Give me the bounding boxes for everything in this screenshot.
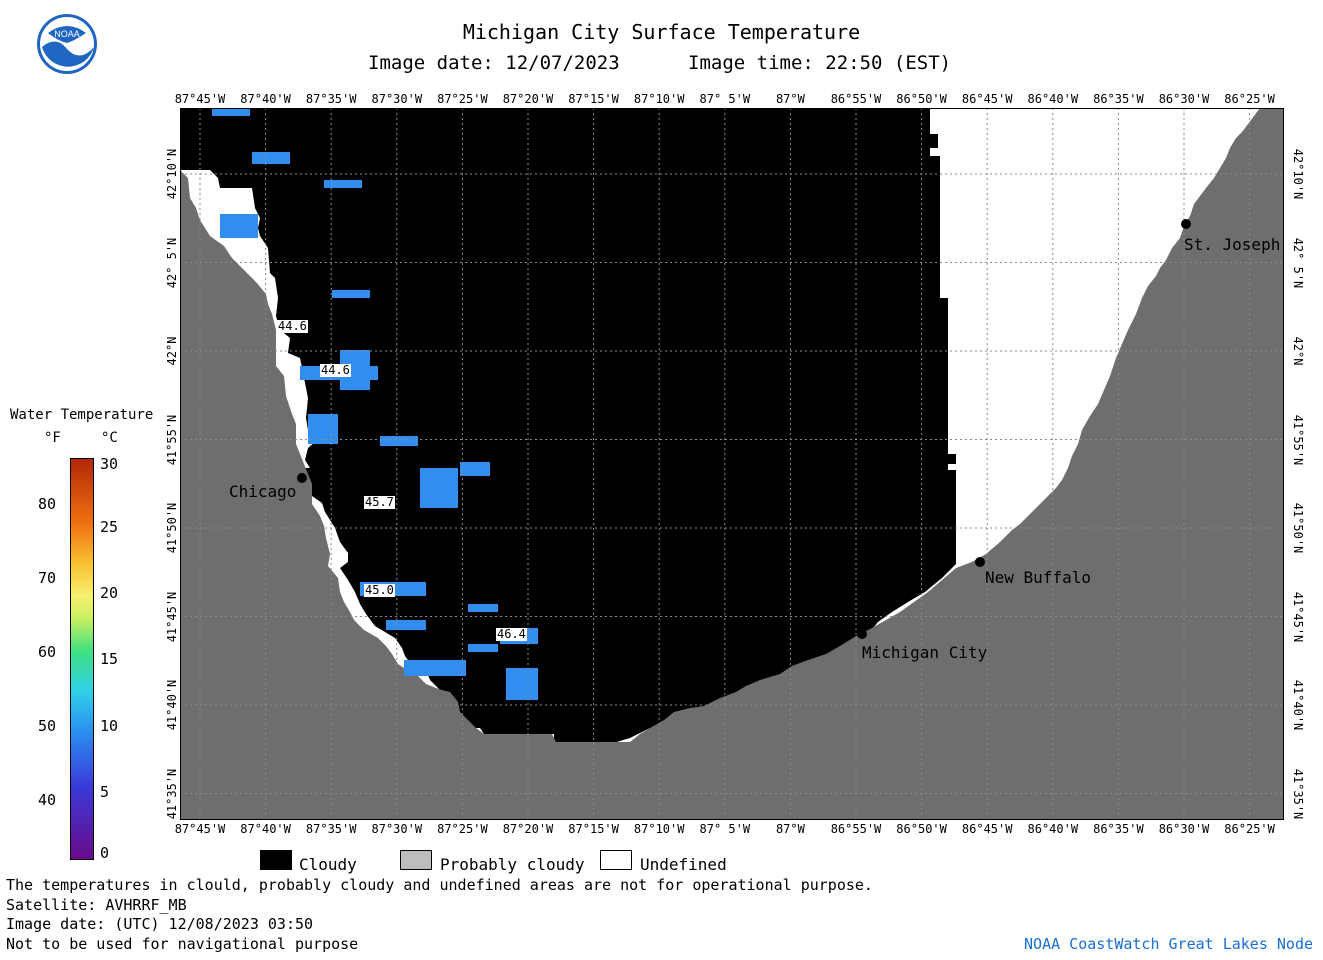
legend-cloudy-label: Cloudy bbox=[299, 855, 357, 874]
lon-label: 87°45'W bbox=[174, 92, 226, 106]
lat-label: 41°35'N bbox=[165, 768, 179, 819]
lon-label: 87°15'W bbox=[568, 822, 619, 836]
colorbar-f-tick: 80 bbox=[38, 495, 57, 513]
lon-label: 86°40'W bbox=[1027, 822, 1079, 836]
footer-note: The temperatures in clould, probably clo… bbox=[6, 876, 873, 894]
lon-label: 86°35'W bbox=[1093, 92, 1144, 106]
colorbar-c-tick: 20 bbox=[100, 584, 119, 602]
lon-label: 87°25'W bbox=[437, 822, 488, 836]
lon-label: 87° 5'W bbox=[699, 92, 751, 106]
noaa-logo-text: NOAA bbox=[54, 29, 80, 39]
michigan-city-marker bbox=[857, 629, 867, 639]
colorbar-c-tick: 25 bbox=[100, 518, 119, 536]
legend-probably-cloudy-swatch bbox=[400, 850, 432, 870]
colorbar-f-tick: 50 bbox=[38, 717, 57, 735]
lat-label: 41°50'N bbox=[165, 502, 179, 554]
place-label-chicago: Chicago bbox=[229, 482, 297, 501]
lon-label: 86°30'W bbox=[1158, 92, 1210, 106]
lat-label: 41°40'N bbox=[1291, 679, 1305, 731]
lon-label: 87°10'W bbox=[633, 92, 685, 106]
grid-lines bbox=[180, 108, 1284, 820]
image-time: Image time: 22:50 (EST) bbox=[688, 52, 952, 74]
lon-label: 87°45'W bbox=[174, 822, 226, 836]
legend-undefined-label: Undefined bbox=[640, 855, 727, 874]
colorbar-c-tick: 30 bbox=[100, 455, 119, 473]
colorbar bbox=[70, 458, 94, 860]
temp-label: 46.4 bbox=[496, 627, 527, 641]
lon-label: 86°45'W bbox=[961, 822, 1013, 836]
colorbar-unit-f: °F bbox=[44, 430, 61, 446]
lat-label: 41°55'N bbox=[1291, 414, 1305, 465]
lon-label: 86°50'W bbox=[896, 92, 947, 106]
lat-label: 42°10'N bbox=[1291, 148, 1305, 200]
colorbar-unit-c: °C bbox=[101, 430, 118, 446]
land-area bbox=[180, 108, 1284, 820]
lat-label: 41°55'N bbox=[165, 414, 179, 465]
colorbar-c-tick: 10 bbox=[100, 717, 119, 735]
lon-label: 87°40'W bbox=[240, 822, 291, 836]
new-buffalo-marker bbox=[975, 557, 985, 567]
lon-label: 87°15'W bbox=[568, 92, 619, 106]
lat-label: 41°35'N bbox=[1291, 768, 1305, 819]
lon-label: 87°30'W bbox=[371, 92, 423, 106]
lat-label: 41°40'N bbox=[165, 679, 179, 731]
chicago-marker bbox=[297, 473, 307, 483]
legend-undefined-swatch bbox=[600, 850, 632, 870]
lat-label: 42° 5'N bbox=[165, 237, 179, 288]
lon-label: 87°10'W bbox=[633, 822, 685, 836]
colorbar-c-tick: 15 bbox=[100, 650, 119, 668]
lat-label: 42°N bbox=[1291, 336, 1305, 366]
temp-label: 45.7 bbox=[364, 495, 395, 509]
lon-label: 87°20'W bbox=[502, 92, 554, 106]
lat-label: 41°50'N bbox=[1291, 502, 1305, 554]
lat-label: 42° 5'N bbox=[1291, 237, 1305, 288]
lon-label: 86°25'W bbox=[1224, 92, 1275, 106]
lon-label: 87° 5'W bbox=[699, 822, 751, 836]
footer-utc-date: Image date: (UTC) 12/08/2023 03:50 bbox=[6, 915, 314, 933]
place-label-st-joseph: St. Joseph bbox=[1184, 235, 1281, 254]
place-label-michigan-city: Michigan City bbox=[862, 643, 988, 662]
page-title: Michigan City Surface Temperature bbox=[462, 20, 861, 44]
image-date: Image date: 12/07/2023 bbox=[368, 52, 620, 74]
legend-cloudy-swatch bbox=[260, 850, 292, 870]
map bbox=[180, 108, 1284, 820]
lon-label: 87°25'W bbox=[437, 92, 488, 106]
lon-label: 86°55'W bbox=[830, 92, 882, 106]
footer-satellite: Satellite: AVHRRF_MB bbox=[6, 896, 187, 914]
lon-label: 86°45'W bbox=[961, 92, 1013, 106]
lon-label: 87°20'W bbox=[502, 822, 554, 836]
lon-label: 86°55'W bbox=[830, 822, 882, 836]
legend-probably-cloudy-label: Probably cloudy bbox=[440, 855, 585, 874]
lon-label: 87°W bbox=[775, 822, 805, 836]
noaa-logo: NOAA bbox=[36, 13, 98, 75]
lon-label: 86°50'W bbox=[896, 822, 947, 836]
lat-label: 42°10'N bbox=[165, 148, 179, 200]
lon-label: 87°35'W bbox=[305, 92, 357, 106]
colorbar-f-tick: 70 bbox=[38, 569, 57, 587]
colorbar-title: Water Temperature bbox=[10, 407, 154, 423]
colorbar-c-tick: 5 bbox=[100, 783, 110, 801]
footer-credit[interactable]: NOAA CoastWatch Great Lakes Node bbox=[1024, 935, 1313, 953]
colorbar-f-tick: 60 bbox=[38, 643, 57, 661]
colorbar-f-tick: 40 bbox=[38, 791, 57, 809]
lon-label: 87°30'W bbox=[371, 822, 423, 836]
lon-label: 86°35'W bbox=[1093, 822, 1144, 836]
temp-label: 44.6 bbox=[320, 363, 351, 377]
lat-label: 41°45'N bbox=[1291, 591, 1305, 642]
lat-label: 42°N bbox=[165, 336, 179, 366]
lon-label: 87°35'W bbox=[305, 822, 357, 836]
footer-nav: Not to be used for navigational purpose bbox=[6, 935, 359, 953]
lon-label: 86°40'W bbox=[1027, 92, 1079, 106]
temp-label: 45.0 bbox=[364, 583, 395, 597]
place-label-new-buffalo: New Buffalo bbox=[985, 568, 1091, 587]
lon-label: 87°40'W bbox=[240, 92, 291, 106]
lat-label: 41°45'N bbox=[165, 591, 179, 642]
water-temperature-pixels bbox=[212, 108, 538, 700]
lon-label: 87°W bbox=[775, 92, 805, 106]
lon-label: 86°25'W bbox=[1224, 822, 1275, 836]
colorbar-c-tick: 0 bbox=[100, 844, 110, 862]
st-joseph-marker bbox=[1181, 219, 1191, 229]
temp-label: 44.6 bbox=[277, 319, 308, 333]
lon-label: 86°30'W bbox=[1158, 822, 1210, 836]
